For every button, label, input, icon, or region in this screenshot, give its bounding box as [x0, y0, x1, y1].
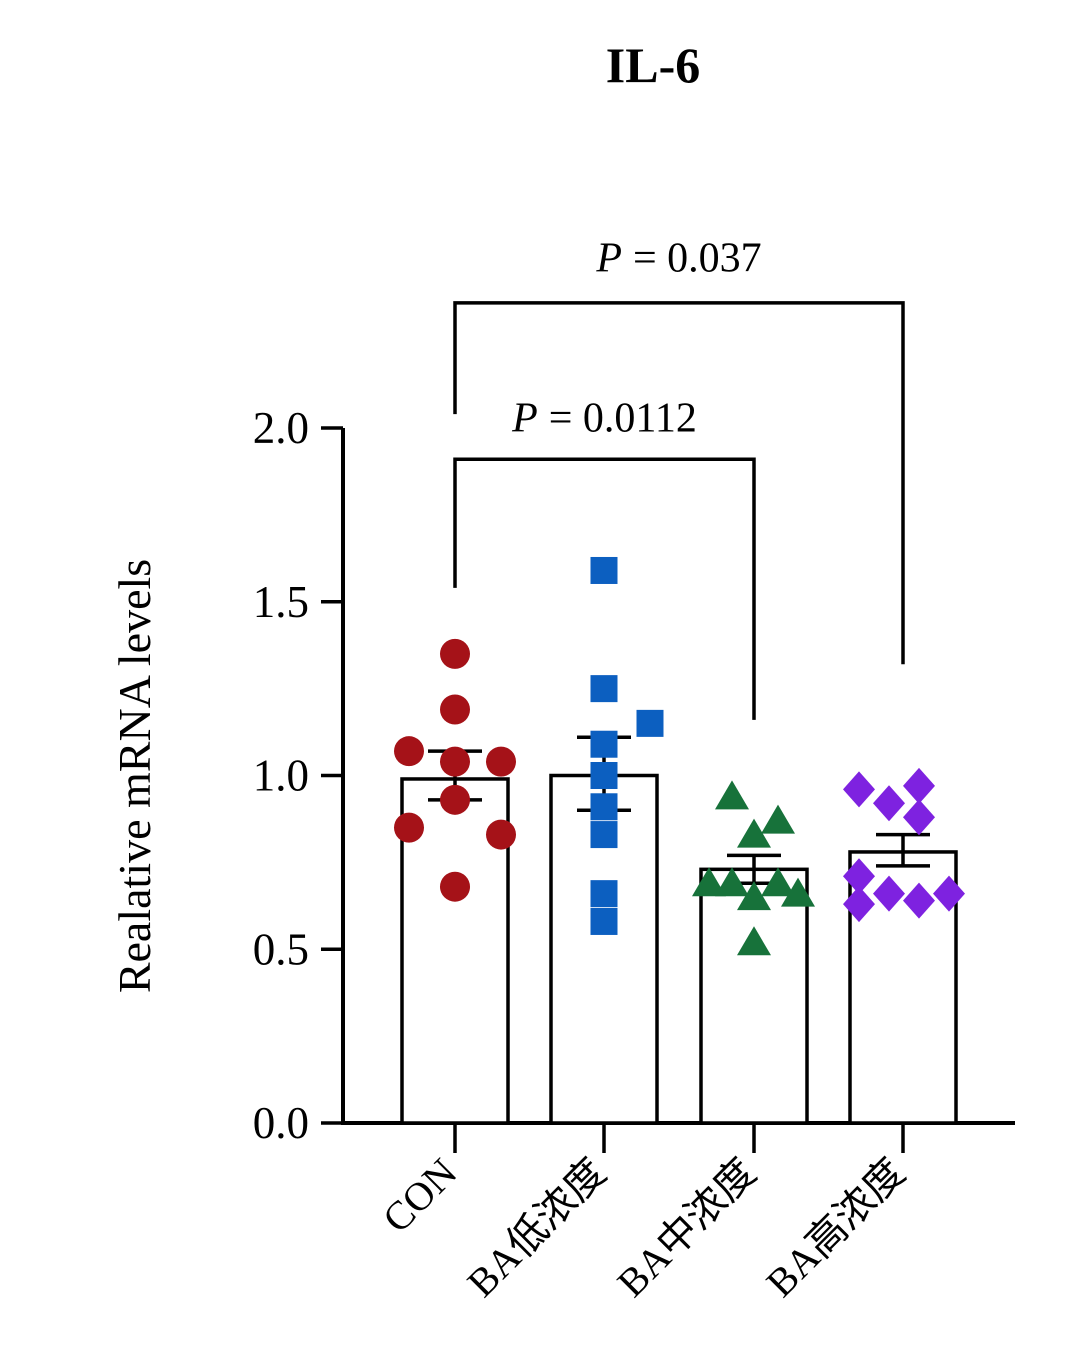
p-value-label: P = 0.0112 — [511, 395, 697, 441]
data-point-circle — [440, 638, 470, 669]
data-point-triangle — [715, 867, 749, 897]
data-point-diamond — [843, 886, 875, 923]
bar-2 — [699, 867, 809, 1125]
data-point-circle — [440, 746, 470, 777]
data-point-triangle — [737, 926, 771, 956]
data-point-square — [590, 675, 618, 703]
x-tick-label: BA中浓度 — [608, 1150, 764, 1306]
p-value-label: P = 0.037 — [595, 236, 761, 282]
data-point-triangle — [761, 804, 795, 834]
significance-bracket — [453, 301, 905, 665]
data-point-triangle — [692, 867, 726, 897]
data-point-triangle — [715, 780, 749, 810]
data-point-triangle — [737, 818, 771, 848]
data-point-circle — [394, 812, 424, 843]
data-point-circle — [486, 746, 516, 777]
data-point-square — [590, 730, 618, 758]
data-point-diamond — [873, 785, 905, 822]
significance-bracket — [453, 457, 756, 720]
data-point-square — [590, 880, 618, 908]
data-point-circle — [440, 784, 470, 815]
data-point-diamond — [843, 858, 875, 895]
data-point-circle — [394, 736, 424, 767]
x-tick-label: BA低浓度 — [458, 1150, 614, 1306]
data-point-diamond — [843, 771, 875, 808]
y-tick-label: 1.0 — [253, 751, 309, 801]
data-point-square — [590, 821, 618, 849]
y-tick-label: 0.0 — [253, 1098, 309, 1148]
x-tick-label: BA高浓度 — [757, 1150, 913, 1306]
data-point-triangle — [761, 867, 795, 897]
y-tick-label: 0.5 — [253, 924, 309, 974]
data-point-diamond — [903, 799, 935, 836]
x-tick-label: CON — [374, 1150, 466, 1242]
data-point-triangle — [737, 881, 771, 911]
data-point-square — [590, 907, 618, 935]
data-point-diamond — [933, 875, 965, 912]
data-point-diamond — [903, 882, 935, 919]
data-point-square — [590, 793, 618, 821]
data-point-circle — [440, 871, 470, 902]
data-point-circle — [486, 819, 516, 850]
data-point-square — [590, 556, 618, 584]
data-point-triangle — [781, 877, 815, 907]
y-axis-label: Realative mRNA levels — [109, 559, 160, 993]
y-tick-label: 2.0 — [253, 403, 309, 453]
data-point-diamond — [873, 875, 905, 912]
chart-title: IL-6 — [606, 37, 700, 93]
data-point-square — [636, 709, 664, 737]
data-point-diamond — [903, 767, 935, 804]
data-point-circle — [440, 694, 470, 725]
y-tick-label: 1.5 — [253, 577, 309, 627]
data-point-square — [590, 762, 618, 789]
